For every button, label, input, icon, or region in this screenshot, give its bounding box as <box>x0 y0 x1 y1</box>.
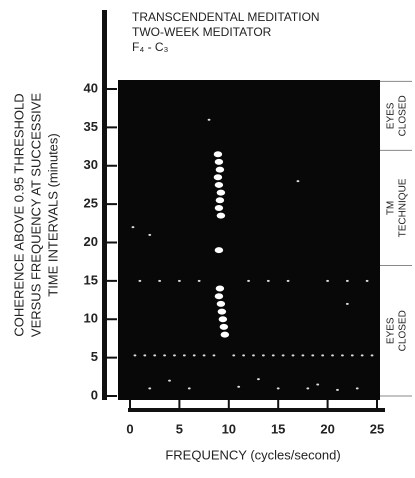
data-point <box>168 379 171 382</box>
data-point <box>197 279 201 282</box>
data-point <box>355 387 359 390</box>
data-point <box>182 354 186 357</box>
x-tick-label: 20 <box>320 421 334 436</box>
data-point <box>214 247 224 254</box>
y-tick-label: 35 <box>84 119 98 134</box>
data-point <box>214 158 224 165</box>
data-point <box>247 279 250 282</box>
data-point <box>301 354 305 357</box>
data-point <box>271 354 275 357</box>
x-axis-line <box>128 408 385 412</box>
data-point <box>148 387 152 390</box>
chart-subtitle: F₄ - C₃ <box>132 40 169 54</box>
data-point <box>237 385 241 388</box>
data-point <box>202 354 206 357</box>
data-point <box>214 293 224 300</box>
plot-area <box>118 80 380 400</box>
data-point <box>220 331 230 338</box>
data-point <box>163 354 166 357</box>
y-tick-label: 30 <box>84 157 98 172</box>
y-tick-label: 0 <box>91 387 98 402</box>
data-point <box>218 316 228 323</box>
data-point <box>148 233 152 236</box>
x-tick-label: 0 <box>126 421 133 436</box>
data-point <box>216 300 226 307</box>
data-point <box>252 354 255 357</box>
data-point <box>133 354 137 357</box>
data-point <box>286 279 290 282</box>
data-point <box>232 354 236 357</box>
data-point <box>370 354 374 357</box>
data-point <box>331 354 334 357</box>
data-point <box>207 118 211 121</box>
data-point <box>345 302 349 305</box>
y-tick-label: 15 <box>84 272 98 287</box>
data-point <box>296 180 300 183</box>
y-tick-label: 40 <box>84 80 98 95</box>
y-tick-label: 25 <box>84 196 98 211</box>
data-point <box>216 212 226 219</box>
data-point <box>276 387 280 390</box>
x-tick-label: 5 <box>176 421 183 436</box>
data-point <box>257 378 260 381</box>
chart-title: TRANSCENDENTAL MEDITATION <box>132 10 320 24</box>
y-tick-label: 20 <box>84 234 98 249</box>
x-tick-label: 25 <box>370 421 384 436</box>
data-point <box>306 387 310 390</box>
data-point <box>215 197 225 204</box>
data-point <box>214 181 224 188</box>
data-point <box>311 354 315 357</box>
y-axis-label: VERSUS FREQUENCY AT SUCCESSIVE <box>28 93 43 338</box>
data-point <box>216 189 226 196</box>
data-point <box>365 279 369 282</box>
chart-title: TWO-WEEK MEDITATOR <box>132 25 272 39</box>
data-point <box>213 151 223 158</box>
phase-label: TM <box>386 201 397 215</box>
x-tick-label: 15 <box>271 421 285 436</box>
data-point <box>345 279 349 282</box>
data-point <box>360 354 364 357</box>
data-point <box>341 354 344 357</box>
axis-bar <box>102 10 107 400</box>
data-point <box>281 354 285 357</box>
data-point <box>178 279 181 282</box>
data-point <box>173 354 176 357</box>
data-point <box>326 279 329 282</box>
data-point <box>143 354 147 357</box>
data-point <box>215 166 225 173</box>
x-axis-label: FREQUENCY (cycles/second) <box>165 447 340 462</box>
phase-label: CLOSED <box>398 310 409 351</box>
data-point <box>261 354 265 357</box>
data-point <box>131 226 135 229</box>
data-point <box>266 279 270 282</box>
x-tick-label: 10 <box>222 421 236 436</box>
data-point <box>192 354 196 357</box>
y-axis-label: TIME INTERVALS (minutes) <box>45 133 60 297</box>
data-point <box>350 354 354 357</box>
data-point <box>217 308 227 315</box>
phase-label: TECHNIQUE <box>398 178 409 237</box>
data-point <box>187 387 191 390</box>
data-point <box>219 323 229 330</box>
data-point <box>316 383 320 386</box>
phase-label: EYES <box>386 102 397 129</box>
phase-label: CLOSED <box>398 95 409 136</box>
data-point <box>214 204 224 211</box>
phase-label: EYES <box>386 317 397 344</box>
data-point <box>321 354 325 357</box>
data-point <box>212 354 216 357</box>
y-tick-label: 10 <box>84 311 98 326</box>
data-point <box>215 285 225 292</box>
data-point <box>138 279 142 282</box>
data-point <box>291 354 295 357</box>
data-point <box>153 354 157 357</box>
data-point <box>213 174 223 181</box>
y-axis-label: COHERENCE ABOVE 0.95 THRESHOLD <box>11 93 26 336</box>
data-point <box>242 354 246 357</box>
y-tick-label: 5 <box>91 349 98 364</box>
data-point <box>336 388 339 391</box>
data-point <box>158 279 162 282</box>
